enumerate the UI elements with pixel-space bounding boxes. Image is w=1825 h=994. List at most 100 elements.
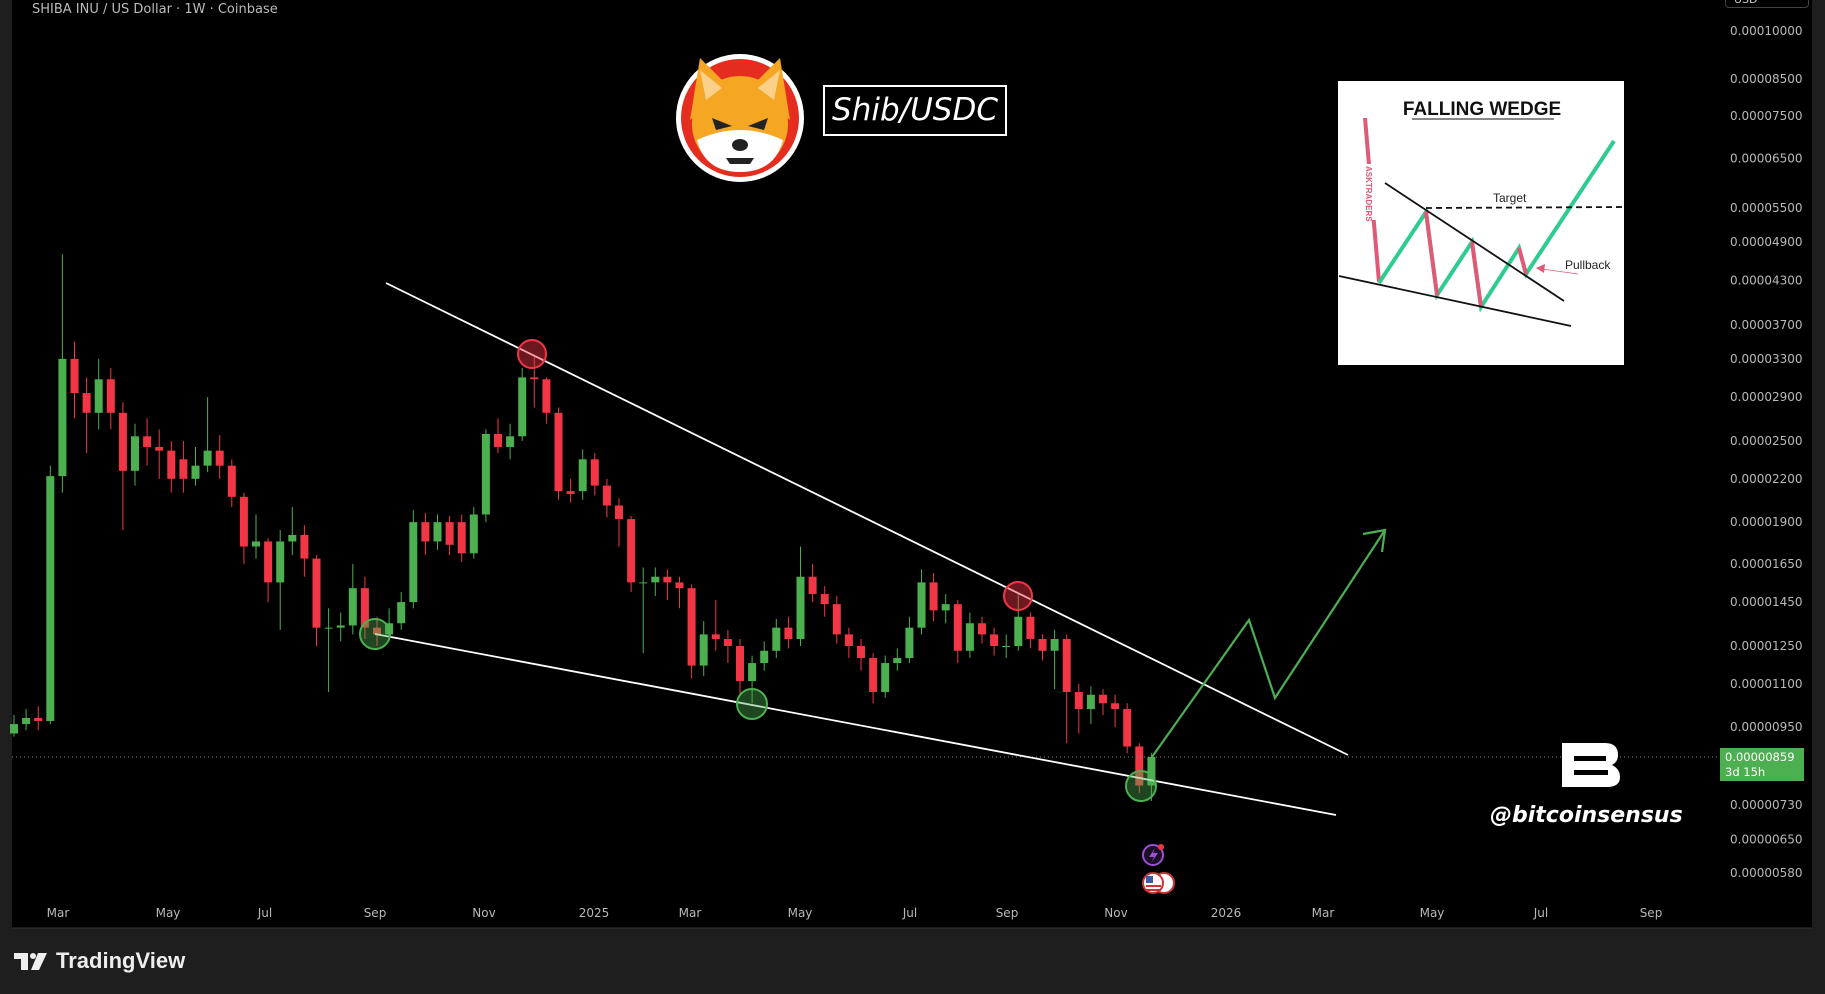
candle <box>578 449 587 500</box>
candle-body <box>953 604 962 651</box>
candle-body <box>748 663 757 682</box>
candle-body <box>421 522 430 542</box>
candle <box>784 616 793 649</box>
candle <box>34 706 43 731</box>
candle <box>300 525 309 577</box>
candle-body <box>760 650 769 664</box>
candle <box>276 530 285 630</box>
candle <box>227 459 236 507</box>
price-tick-label: 0.00000580 <box>1730 866 1803 880</box>
candle <box>457 514 466 563</box>
candle-body <box>118 412 127 471</box>
candle <box>1074 683 1083 734</box>
candle <box>469 506 478 559</box>
candle-body <box>457 522 466 554</box>
currency-selector[interactable]: USD <box>1725 0 1809 8</box>
candle-body <box>651 576 660 583</box>
support-touch-marker <box>736 688 768 720</box>
time-tick-label: Mar <box>679 906 702 920</box>
candle <box>953 600 962 664</box>
candle <box>602 478 611 518</box>
symbol-title: SHIBA INU / US Dollar · 1W · Coinbase <box>32 2 278 17</box>
candle <box>905 616 914 664</box>
candle <box>203 397 212 473</box>
candle-body <box>469 514 478 554</box>
price-tick-label: 0.00001900 <box>1730 515 1803 529</box>
candle <box>1014 594 1023 651</box>
candle <box>941 594 950 624</box>
candle-body <box>1074 691 1083 710</box>
candle-body <box>990 634 999 647</box>
candle <box>1123 703 1132 754</box>
candle <box>699 621 708 676</box>
resistance-touch-marker <box>1003 581 1033 611</box>
candle <box>808 563 817 603</box>
tradingview-logo-icon <box>14 953 47 970</box>
candle-body <box>578 459 587 492</box>
candle-body <box>46 476 55 722</box>
tradingview-logo[interactable]: TradingView <box>14 948 185 974</box>
candle-body <box>312 558 321 628</box>
time-tick-label: Jul <box>902 906 917 920</box>
price-tick-label: 0.00002200 <box>1730 472 1803 486</box>
candle-body <box>1050 638 1059 651</box>
candle-body <box>857 646 865 659</box>
candle-body <box>288 534 297 542</box>
candle <box>1062 634 1071 744</box>
candles-layer <box>10 254 1156 802</box>
candle <box>191 446 200 486</box>
candle-body <box>433 522 442 542</box>
candle <box>360 576 369 639</box>
candle <box>1038 634 1047 661</box>
candle-body <box>143 436 152 447</box>
candle <box>94 358 103 430</box>
time-axis: Mar May Jul Sep Nov 2025 Mar May Jul Sep Nov 2026 Ma… <box>47 906 1663 920</box>
candle-body <box>445 522 454 545</box>
price-tick-label: 0.00002900 <box>1730 390 1803 404</box>
candle-body <box>602 485 611 506</box>
candle-body <box>1062 638 1071 692</box>
price-tick-label: 0.00010000 <box>1730 24 1803 38</box>
upper-trendline <box>385 282 1349 756</box>
candle-body <box>239 496 248 547</box>
candle <box>748 655 757 704</box>
candle <box>796 546 805 647</box>
candle <box>1026 612 1035 649</box>
bar-countdown: 3d 15h <box>1725 765 1766 779</box>
candle-body <box>978 623 986 635</box>
candle-body <box>663 576 672 583</box>
candle-body <box>1026 616 1035 639</box>
time-tick-label: 2026 <box>1211 906 1242 920</box>
candle <box>288 506 297 556</box>
candle-body <box>82 393 91 413</box>
lower-trendline <box>374 633 1337 816</box>
price-tick-label: 0.00000950 <box>1730 720 1803 734</box>
candle <box>239 492 248 564</box>
candle <box>506 423 515 460</box>
candle <box>1135 743 1144 794</box>
shiba-inu-logo-icon <box>676 54 804 182</box>
lightning-event-icon[interactable] <box>1142 844 1164 866</box>
candle-body <box>494 433 502 447</box>
candle-body <box>820 594 829 605</box>
us-flag-event-icon[interactable] <box>1142 872 1175 894</box>
candle <box>106 367 115 430</box>
candle-body <box>808 576 817 595</box>
candle-body <box>10 724 18 734</box>
price-tick-label: 0.00000730 <box>1730 798 1803 812</box>
candle-body <box>276 541 285 583</box>
time-tick-label: Sep <box>996 906 1019 920</box>
candle <box>131 423 139 486</box>
candle <box>46 465 55 725</box>
resistance-touch-marker <box>517 339 547 369</box>
candle <box>542 377 551 424</box>
candle-body <box>965 623 974 651</box>
candle <box>590 453 599 496</box>
price-tick-label: 0.00004900 <box>1730 235 1803 249</box>
candle-body <box>530 377 539 380</box>
candle-body <box>409 522 418 603</box>
candle <box>869 653 878 704</box>
candle-body <box>34 717 43 722</box>
candle-body <box>518 377 527 437</box>
candle <box>990 627 999 656</box>
